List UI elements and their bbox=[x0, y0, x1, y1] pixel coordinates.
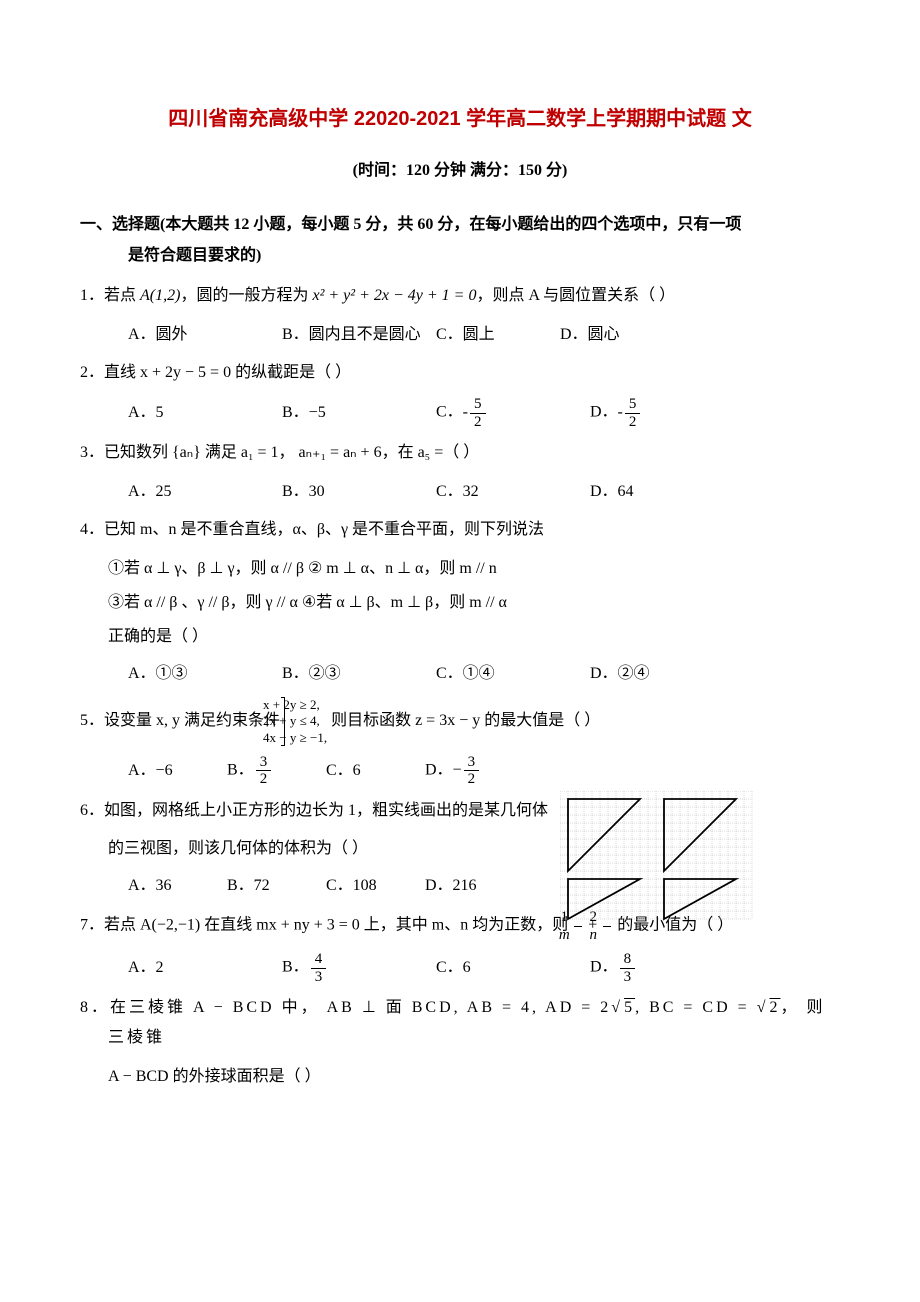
q7-b-num: 4 bbox=[311, 951, 327, 969]
q5-system: x + 2y ≥ 2, 2x + y ≤ 4, 4x − y ≥ −1, bbox=[284, 697, 327, 746]
q2-opt-b: B．−5 bbox=[282, 398, 432, 428]
page-title: 四川省南充高级中学 22020-2021 学年高二数学上学期期中试题 文 bbox=[80, 100, 840, 138]
q5-b-prefix: B． bbox=[227, 762, 254, 779]
question-2: 2．直线 x + 2y − 5 = 0 的纵截距是（ ） bbox=[80, 358, 840, 388]
q5-b-num: 3 bbox=[256, 754, 272, 772]
question-8-l1: 8．在三棱锥 A − BCD 中， AB ⊥ 面 BCD, AB = 4, AD… bbox=[80, 993, 840, 1054]
q6-opt-b: B．72 bbox=[227, 871, 322, 901]
q7-stem-pre: 7．若点 A(−2,−1) 在直线 mx + ny + 3 = 0 上，其中 m… bbox=[80, 917, 572, 934]
q7-b-prefix: B． bbox=[282, 959, 309, 976]
q7-d-num: 8 bbox=[620, 951, 636, 969]
q7-opt-d: D．83 bbox=[590, 951, 740, 985]
q2-opt-a: A．5 bbox=[128, 398, 278, 428]
q3-opt-b: B．30 bbox=[282, 477, 432, 507]
q8-l1-mid: , BC = CD = bbox=[635, 999, 757, 1016]
question-4: 4．已知 m、n 是不重合直线，α、β、γ 是不重合平面，则下列说法 bbox=[80, 515, 840, 545]
q7-d-prefix: D． bbox=[590, 959, 618, 976]
q2-options: A．5 B．−5 C．-52 D．-52 bbox=[80, 396, 840, 430]
q7-b-den: 3 bbox=[311, 969, 327, 986]
q1-opt-c: C．圆上 bbox=[436, 320, 556, 350]
q5-stem-post: 则目标函数 z = 3x − y 的最大值是（ ） bbox=[331, 712, 600, 729]
q1-eq: x² + y² + 2x − 4y + 1 = 0 bbox=[312, 287, 476, 304]
q5-opt-b: B．32 bbox=[227, 754, 322, 788]
q7-opt-a: A．2 bbox=[128, 953, 278, 983]
q4-sub2: ③若 α // β 、γ // β，则 γ // α ④若 α ⊥ β、m ⊥ … bbox=[80, 588, 840, 618]
q5-d-den: 2 bbox=[464, 771, 480, 788]
question-5: 5．设变量 x, y 满足约束条件 x + 2y ≥ 2, 2x + y ≤ 4… bbox=[80, 697, 840, 746]
q5-d-num: 3 bbox=[464, 754, 480, 772]
q2-opt-c: C．-52 bbox=[436, 396, 586, 430]
q5-opt-a: A．−6 bbox=[128, 756, 223, 786]
q1-point: A(1,2) bbox=[140, 287, 180, 304]
q1-stem-pre: 1．若点 bbox=[80, 287, 140, 304]
q4-opt-b: B．②③ bbox=[282, 659, 432, 689]
q8-sqrt2: 2 bbox=[768, 999, 780, 1016]
q7-d-den: 3 bbox=[620, 969, 636, 986]
q7-opt-b: B．43 bbox=[282, 951, 432, 985]
q5-b-den: 2 bbox=[256, 771, 272, 788]
q6-opt-a: A．36 bbox=[128, 871, 223, 901]
q2-c-den: 2 bbox=[470, 414, 486, 431]
q7-options: A．2 B．43 C．6 D．83 bbox=[80, 951, 840, 985]
q3-opt-a: A．25 bbox=[128, 477, 278, 507]
q5-options: A．−6 B．32 C．6 D．−32 bbox=[80, 754, 840, 788]
q5-sys1: x + 2y ≥ 2, bbox=[291, 697, 327, 713]
q4-opt-c: C．①④ bbox=[436, 659, 586, 689]
q1-options: A．圆外 B．圆内且不是圆心 C．圆上 D．圆心 bbox=[80, 320, 840, 350]
q2-d-den: 2 bbox=[625, 414, 641, 431]
q2-d-prefix: D．- bbox=[590, 404, 623, 421]
q2-c-num: 5 bbox=[470, 396, 486, 414]
q1-stem-post: ，则点 A 与圆位置关系（ ） bbox=[476, 287, 675, 304]
q8-l1-pre: 8．在三棱锥 A − BCD 中， AB ⊥ 面 BCD, AB = 4, AD… bbox=[80, 999, 611, 1016]
page-subtitle: (时间：120 分钟 满分：150 分) bbox=[80, 156, 840, 186]
q4-sub1: ①若 α ⊥ γ、β ⊥ γ，则 α // β ② m ⊥ α、n ⊥ α，则 … bbox=[80, 554, 840, 584]
q5-opt-d: D．−32 bbox=[425, 754, 520, 788]
q1-opt-a: A．圆外 bbox=[128, 320, 278, 350]
section-1-line1: 一、选择题(本大题共 12 小题，每小题 5 分，共 60 分，在每小题给出的四… bbox=[80, 216, 741, 233]
q6-wrap: 6．如图，网格纸上小正方形的边长为 1，粗实线画出的是某几何体 的三视图，则该几… bbox=[80, 796, 840, 901]
q7-opt-c: C．6 bbox=[436, 953, 586, 983]
q2-opt-d: D．-52 bbox=[590, 396, 740, 430]
q4-sub3: 正确的是（ ） bbox=[80, 622, 840, 652]
q4-opt-d: D．②④ bbox=[590, 659, 740, 689]
q4-options: A．①③ B．②③ C．①④ D．②④ bbox=[80, 659, 840, 689]
q5-stem-pre: 5．设变量 x, y 满足约束条件 bbox=[80, 712, 284, 729]
q5-sys3: 4x − y ≥ −1, bbox=[291, 730, 327, 746]
grid-svg bbox=[560, 791, 760, 941]
question-1: 1．若点 A(1,2)，圆的一般方程为 x² + y² + 2x − 4y + … bbox=[80, 281, 840, 311]
three-view-figure bbox=[560, 791, 760, 931]
q1-stem-mid: ，圆的一般方程为 bbox=[180, 287, 312, 304]
q1-opt-d: D．圆心 bbox=[560, 320, 710, 350]
q6-opt-d: D．216 bbox=[425, 871, 520, 901]
q5-opt-c: C．6 bbox=[326, 756, 421, 786]
q3-options: A．25 B．30 C．32 D．64 bbox=[80, 477, 840, 507]
question-3: 3．已知数列 {aₙ} 满足 a₁ = 1， aₙ₊₁ = aₙ + 6，在 a… bbox=[80, 438, 840, 468]
q1-opt-b: B．圆内且不是圆心 bbox=[282, 320, 432, 350]
q5-sys2: 2x + y ≤ 4, bbox=[291, 713, 327, 729]
section-1-header: 一、选择题(本大题共 12 小题，每小题 5 分，共 60 分，在每小题给出的四… bbox=[80, 210, 840, 271]
q6-opt-c: C．108 bbox=[326, 871, 421, 901]
section-1-line2: 是符合题目要求的) bbox=[80, 241, 840, 271]
q4-opt-a: A．①③ bbox=[128, 659, 278, 689]
q5-d-prefix: D．− bbox=[425, 762, 462, 779]
q8-sqrt1: 5 bbox=[623, 999, 635, 1016]
question-8-l2: A − BCD 的外接球面积是（ ） bbox=[80, 1062, 840, 1092]
q3-opt-d: D．64 bbox=[590, 477, 740, 507]
q2-c-prefix: C．- bbox=[436, 404, 468, 421]
q3-opt-c: C．32 bbox=[436, 477, 586, 507]
q2-d-num: 5 bbox=[625, 396, 641, 414]
